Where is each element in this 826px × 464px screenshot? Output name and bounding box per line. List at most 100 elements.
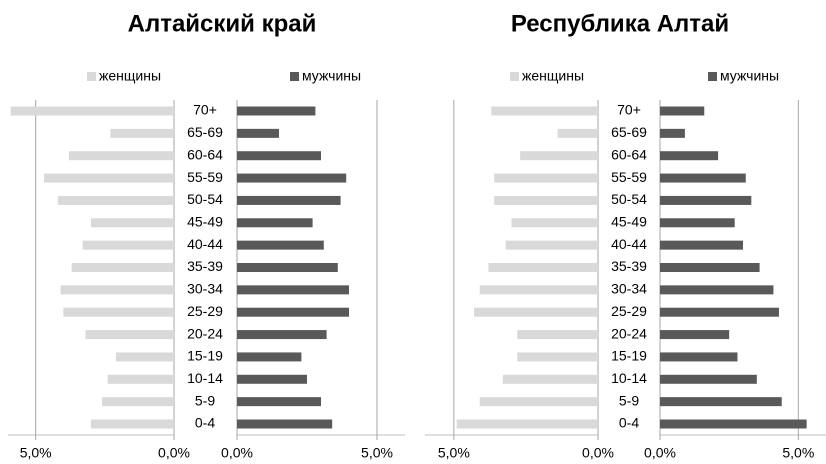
bar	[10, 106, 175, 116]
bar	[660, 352, 738, 362]
y-tick-label: 35-39	[187, 258, 223, 274]
bar	[237, 195, 341, 205]
chart-title: Алтайский край	[128, 10, 317, 37]
bar	[237, 218, 313, 228]
y-tick-label: 15-19	[187, 348, 223, 364]
bar	[68, 151, 174, 161]
y-tick-label: 0-4	[195, 415, 215, 431]
bar	[237, 263, 338, 272]
y-tick-label: 60-64	[187, 146, 223, 162]
y-tick-label: 65-69	[611, 124, 647, 140]
bar	[237, 374, 307, 384]
bar	[456, 419, 598, 429]
y-tick-label: 0-4	[619, 415, 639, 431]
bar	[110, 128, 174, 138]
bar	[660, 419, 807, 429]
x-tick-label: 0,0%	[644, 445, 676, 461]
bar	[237, 330, 327, 340]
bar	[60, 285, 174, 295]
bar	[660, 374, 757, 384]
bar	[494, 173, 598, 183]
x-tick-label: 5,0%	[20, 445, 52, 461]
y-tick-label: 10-14	[611, 370, 647, 386]
y-tick-label: 45-49	[611, 213, 647, 229]
legend-label: женщины	[522, 68, 584, 84]
y-tick-label: 25-29	[187, 303, 223, 319]
x-tick-label: 0,0%	[582, 445, 614, 461]
y-tick-label: 65-69	[187, 124, 223, 140]
chart-title: Республика Алтай	[511, 10, 729, 37]
bar	[660, 151, 719, 161]
legend-swatch	[290, 72, 299, 81]
bar	[43, 173, 174, 183]
bar	[237, 419, 333, 429]
y-tick-label: 40-44	[611, 236, 647, 252]
legend-swatch	[510, 72, 519, 81]
legend-label: мужчины	[720, 68, 779, 84]
y-tick-label: 55-59	[187, 169, 223, 185]
y-tick-label: 40-44	[187, 236, 223, 252]
bar	[517, 352, 598, 362]
bar	[520, 151, 598, 161]
bar	[237, 397, 321, 407]
bar	[237, 128, 279, 138]
x-tick-label: 5,0%	[782, 445, 814, 461]
y-tick-label: 5-9	[619, 392, 639, 408]
bar	[237, 106, 316, 116]
bar	[237, 285, 349, 295]
y-tick-label: 70+	[193, 102, 217, 118]
y-tick-label: 10-14	[187, 370, 223, 386]
legend-label: мужчины	[302, 68, 361, 84]
y-tick-label: 60-64	[611, 146, 647, 162]
x-tick-label: 0,0%	[158, 445, 190, 461]
bar	[91, 218, 174, 228]
y-tick-label: 55-59	[611, 169, 647, 185]
bar	[107, 374, 174, 384]
bar	[488, 263, 598, 272]
bar	[479, 285, 598, 295]
x-tick-label: 0,0%	[221, 445, 253, 461]
bar	[85, 330, 174, 340]
bar	[505, 240, 598, 250]
y-tick-label: 50-54	[187, 191, 223, 207]
bar	[511, 218, 598, 228]
legend-swatch	[708, 72, 717, 81]
legend-swatch	[87, 72, 96, 81]
y-tick-label: 15-19	[611, 348, 647, 364]
bar	[71, 263, 174, 272]
y-tick-label: 20-24	[611, 325, 647, 341]
y-tick-label: 35-39	[611, 258, 647, 274]
bar	[660, 263, 760, 272]
bar	[660, 195, 752, 205]
x-tick-label: 5,0%	[361, 445, 393, 461]
y-tick-label: 50-54	[611, 191, 647, 207]
y-tick-label: 70+	[617, 102, 641, 118]
bar	[660, 285, 774, 295]
bar	[517, 330, 598, 340]
legend-label: женщины	[99, 68, 161, 84]
bar	[237, 173, 347, 183]
bar	[91, 419, 174, 429]
bar	[557, 128, 598, 138]
bar	[660, 307, 779, 317]
bar	[57, 195, 174, 205]
bar	[237, 240, 324, 250]
bar	[660, 330, 730, 340]
bar	[82, 240, 174, 250]
y-tick-label: 30-34	[611, 281, 647, 297]
bar	[63, 307, 175, 317]
bar	[660, 240, 743, 250]
y-tick-label: 30-34	[187, 281, 223, 297]
bar	[237, 307, 349, 317]
bar	[494, 195, 598, 205]
bar	[660, 128, 685, 138]
bar	[102, 397, 174, 407]
bar	[502, 374, 598, 384]
y-tick-label: 25-29	[611, 303, 647, 319]
x-tick-label: 5,0%	[438, 445, 470, 461]
bar	[479, 397, 598, 407]
bar	[660, 173, 746, 183]
bar	[660, 397, 782, 407]
bar	[474, 307, 598, 317]
